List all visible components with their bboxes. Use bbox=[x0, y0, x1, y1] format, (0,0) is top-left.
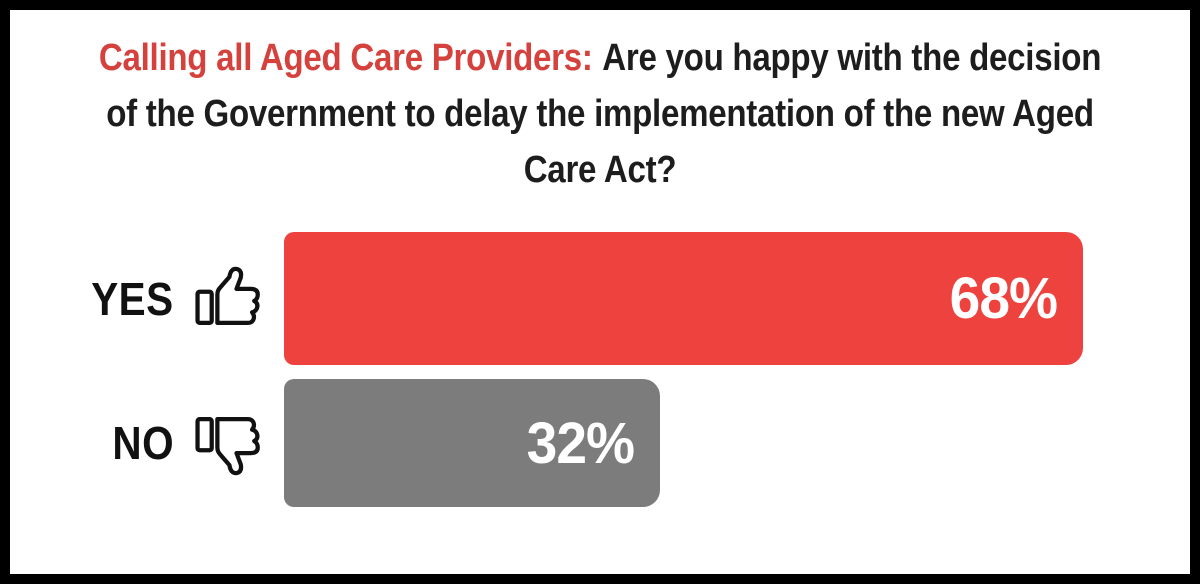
bar-no: 32% bbox=[284, 379, 660, 507]
question-line-2: of the Government to delay the implement… bbox=[106, 93, 1094, 135]
thumbs-down-icon bbox=[194, 403, 262, 484]
bar-row-no: NO 32% bbox=[10, 379, 660, 507]
value-label-no: 32% bbox=[526, 410, 635, 476]
question-line-3: Care Act? bbox=[523, 149, 677, 191]
question-line-1: Calling all Aged Care Providers: Are you … bbox=[87, 30, 1114, 86]
question-line-1-rest: Are you happy with the decision bbox=[602, 37, 1102, 79]
poll-question: Calling all Aged Care Providers: Are you … bbox=[87, 30, 1114, 198]
category-label-no: NO bbox=[112, 417, 174, 469]
category-label-yes: YES bbox=[91, 272, 174, 325]
category-label-group-yes: YES bbox=[10, 232, 284, 365]
category-label-group-no: NO bbox=[10, 379, 284, 507]
value-label-yes: 68% bbox=[949, 266, 1058, 331]
bar-row-yes: YES 68% bbox=[10, 232, 1083, 365]
bar-yes: 68% bbox=[284, 232, 1083, 365]
thumbs-up-icon bbox=[194, 258, 262, 339]
question-highlight: Calling all Aged Care Providers: bbox=[98, 37, 593, 79]
